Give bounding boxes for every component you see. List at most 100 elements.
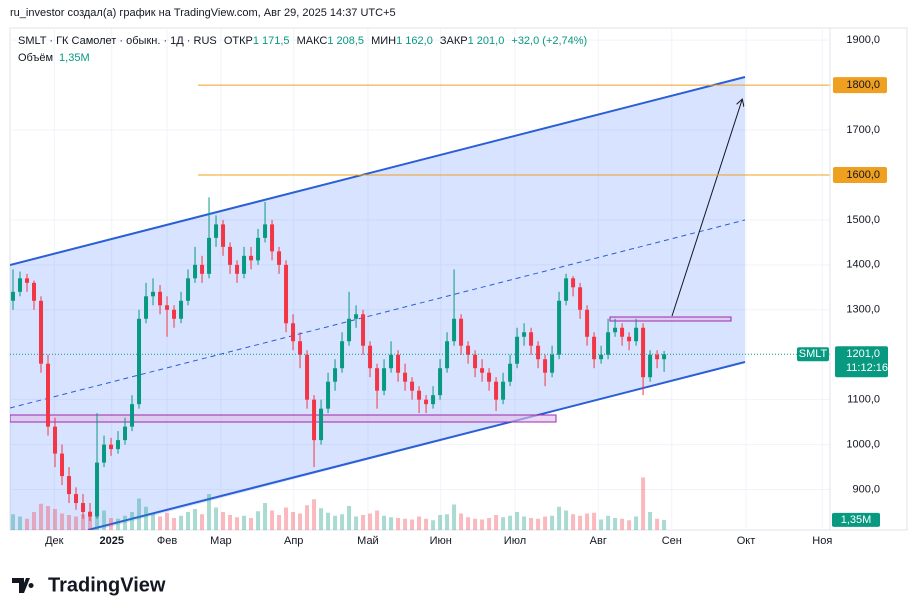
volume-bar <box>564 510 569 530</box>
volume-bar <box>312 499 317 530</box>
volume-tag-label: 1,35M <box>841 514 872 526</box>
candle-body <box>172 309 177 319</box>
y-tick-label: 1400,0 <box>846 259 880 271</box>
volume-bar <box>165 512 170 530</box>
volume-bar <box>655 518 660 530</box>
candle-body <box>11 291 16 301</box>
candle-body <box>228 246 233 265</box>
y-tick-label: 1500,0 <box>846 214 880 226</box>
volume-bar <box>284 507 289 530</box>
candle-body <box>641 327 646 378</box>
volume-bar <box>382 515 387 530</box>
candle-body <box>137 318 142 405</box>
channel-mid <box>10 219 746 409</box>
candle-body <box>578 287 583 310</box>
volume-bar <box>529 518 534 530</box>
value: 1 171,5 <box>253 35 290 47</box>
x-tick-label: Ноя <box>812 535 832 547</box>
candle-body <box>438 368 443 396</box>
price-tag <box>835 346 888 378</box>
candle-body <box>585 309 590 337</box>
volume-bar <box>466 517 471 530</box>
candle-body <box>459 318 464 346</box>
candle-body <box>18 278 23 292</box>
level-tag <box>833 77 887 94</box>
change: +32,0 (+2,74%) <box>511 35 587 47</box>
volume-bar <box>501 517 506 530</box>
candle-body <box>256 237 261 261</box>
volume-bar <box>557 506 562 530</box>
candle-body <box>25 278 30 283</box>
volume-bar <box>18 516 23 530</box>
candle-body <box>95 462 100 517</box>
volume-bar <box>606 515 611 530</box>
candle-body <box>186 278 191 301</box>
candle-body <box>592 336 597 360</box>
candle-body <box>158 291 163 306</box>
volume-bar <box>263 503 268 530</box>
symbol: SMLT · ГК Самолет · обыкн. · 1Д · RUS <box>18 35 217 47</box>
countdown: 11:12:16 <box>846 362 888 374</box>
candle-body <box>354 314 359 319</box>
volume-bar <box>599 519 604 530</box>
level-label: 1800,0 <box>846 79 880 91</box>
candle-body <box>102 444 107 463</box>
label: ЗАКР <box>440 35 468 47</box>
candle-body <box>445 341 450 369</box>
volume-bar <box>634 516 639 530</box>
candle-body <box>536 345 541 360</box>
candle-body <box>46 363 51 427</box>
x-tick-label: Сен <box>662 535 682 547</box>
volume-legend: Объём 1,35M <box>18 52 90 64</box>
y-tick-label: 1300,0 <box>846 304 880 316</box>
volume-tag <box>832 512 880 527</box>
volume-bar <box>550 515 555 530</box>
candle-body <box>144 296 149 319</box>
candle-body <box>270 224 275 252</box>
volume-bar <box>207 494 212 530</box>
candle-body <box>263 224 268 238</box>
candle-body <box>452 318 457 342</box>
candle-body <box>109 444 114 450</box>
candle-body <box>648 354 653 378</box>
label: МАКС <box>297 35 328 47</box>
volume-bar <box>298 513 303 530</box>
volume-bar <box>578 515 583 530</box>
candle-body <box>396 354 401 373</box>
candle-body <box>284 264 289 324</box>
candle-body <box>515 336 520 364</box>
label: Объём <box>18 52 53 64</box>
volume-bar <box>270 510 275 530</box>
volume-bar <box>459 513 464 530</box>
volume-bar <box>487 518 492 530</box>
candle-body <box>214 224 219 238</box>
x-tick-label: Авг <box>590 535 607 547</box>
volume-bar <box>193 509 198 530</box>
volume-bar <box>627 520 632 530</box>
volume-bar <box>305 505 310 530</box>
volume-bar <box>592 512 597 530</box>
candle-body <box>347 318 352 342</box>
volume-bar <box>452 504 457 530</box>
volume-bar <box>515 512 520 530</box>
volume-bar <box>340 514 345 530</box>
volume-bar <box>375 510 380 530</box>
legend: SMLT · ГК Самолет · обыкн. · 1Д · RUS ОТ… <box>18 35 587 47</box>
x-tick-label: Май <box>357 535 379 547</box>
candle-body <box>417 390 422 400</box>
candle-body <box>326 381 331 409</box>
volume-bar <box>53 509 58 530</box>
symbol-tag <box>797 347 829 362</box>
y-tick-label: 900,0 <box>852 483 880 495</box>
volume-bar <box>354 516 359 530</box>
x-tick-label: Окт <box>737 535 756 547</box>
x-tick-label: Дек <box>45 535 64 547</box>
candle-body <box>501 381 506 400</box>
volume-bar <box>396 518 401 530</box>
value: 1 201,0 <box>468 35 505 47</box>
volume-bar <box>522 516 527 530</box>
volume-bar <box>179 515 184 530</box>
candle-body <box>298 341 303 355</box>
candle-body <box>522 332 527 337</box>
channel-lower <box>87 361 746 530</box>
